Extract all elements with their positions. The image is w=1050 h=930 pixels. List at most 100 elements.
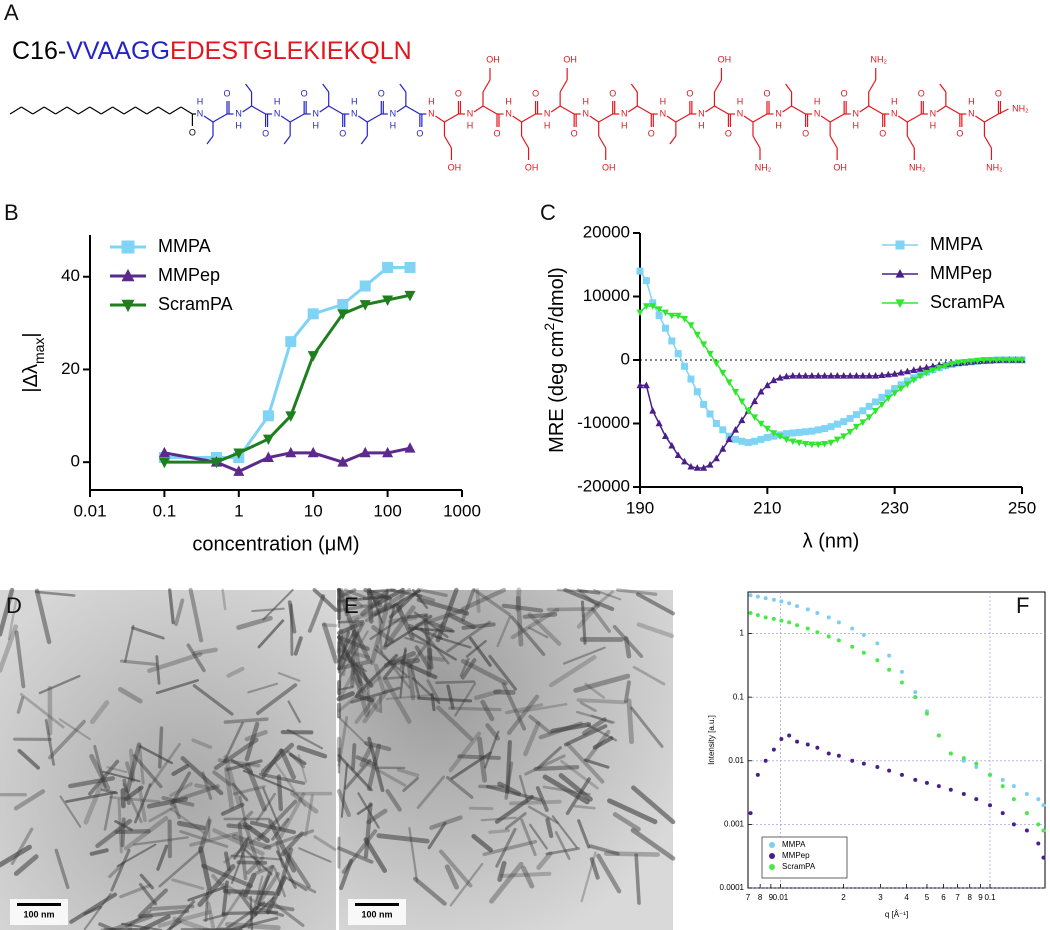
marker bbox=[795, 372, 803, 379]
marker bbox=[782, 436, 790, 444]
marker bbox=[840, 372, 848, 379]
fiber bbox=[254, 906, 285, 917]
marker bbox=[763, 381, 771, 389]
marker bbox=[1036, 797, 1041, 802]
fiber bbox=[495, 827, 517, 868]
fiber bbox=[485, 723, 501, 741]
fiber bbox=[631, 785, 676, 825]
marker bbox=[285, 446, 297, 458]
bond bbox=[405, 105, 421, 115]
y-tick-label: 0 bbox=[621, 349, 630, 368]
fiber bbox=[623, 680, 631, 704]
marker bbox=[782, 372, 790, 380]
fiber bbox=[400, 660, 438, 680]
fiber bbox=[230, 758, 253, 774]
fiber bbox=[139, 873, 155, 890]
marker bbox=[769, 853, 775, 859]
fiber bbox=[192, 647, 218, 656]
marker bbox=[897, 385, 905, 393]
marker bbox=[884, 389, 892, 397]
x-tick-label: 8 bbox=[967, 893, 972, 902]
marker bbox=[814, 372, 822, 379]
atom-label: N bbox=[968, 108, 975, 118]
fiber bbox=[337, 595, 387, 603]
fiber bbox=[48, 719, 86, 760]
marker bbox=[748, 611, 753, 616]
marker bbox=[787, 601, 792, 606]
marker bbox=[948, 361, 956, 368]
bond bbox=[112, 106, 125, 115]
series-line bbox=[164, 293, 411, 464]
fiber bbox=[460, 658, 477, 680]
marker bbox=[826, 634, 831, 639]
fiber bbox=[0, 844, 32, 868]
fiber bbox=[114, 829, 151, 835]
fiber bbox=[583, 758, 610, 769]
fiber bbox=[277, 672, 301, 682]
fiber bbox=[137, 888, 168, 918]
atom-label: N bbox=[852, 108, 859, 118]
bond bbox=[43, 106, 56, 115]
atom-label: OH bbox=[486, 54, 500, 64]
atom-label: H bbox=[505, 96, 512, 106]
bond bbox=[897, 115, 908, 123]
fiber bbox=[161, 796, 195, 807]
fiber bbox=[242, 769, 294, 793]
fiber bbox=[518, 702, 568, 714]
fiber bbox=[34, 590, 76, 597]
fiber bbox=[465, 639, 487, 658]
fiber bbox=[13, 789, 46, 811]
fiber bbox=[563, 724, 608, 747]
marker bbox=[262, 434, 274, 446]
fiber bbox=[501, 682, 527, 731]
fiber bbox=[65, 790, 117, 804]
legend-box bbox=[761, 836, 848, 879]
marker bbox=[782, 430, 790, 438]
marker bbox=[846, 414, 854, 422]
bond bbox=[180, 106, 193, 115]
scale-bar bbox=[355, 903, 399, 906]
fiber bbox=[501, 603, 544, 613]
atom-label: N bbox=[737, 108, 744, 118]
marker bbox=[636, 309, 644, 317]
fiber bbox=[125, 761, 135, 782]
marker bbox=[744, 408, 752, 415]
fiber bbox=[339, 588, 349, 617]
fiber bbox=[89, 753, 111, 791]
marker bbox=[233, 448, 245, 459]
fiber bbox=[483, 730, 500, 769]
fiber bbox=[255, 864, 275, 875]
fiber bbox=[337, 645, 356, 674]
series-line bbox=[164, 446, 411, 474]
atom-label: H bbox=[467, 120, 474, 130]
fiber bbox=[223, 754, 242, 807]
marker bbox=[875, 641, 880, 646]
marker bbox=[1000, 811, 1005, 816]
fiber bbox=[612, 812, 641, 832]
marker bbox=[795, 428, 803, 436]
atom-label: N bbox=[235, 108, 242, 118]
marker bbox=[887, 667, 892, 672]
fiber bbox=[434, 635, 472, 649]
tem-image bbox=[339, 590, 673, 930]
fiber bbox=[582, 717, 607, 736]
y-tick-label: 20 bbox=[61, 359, 80, 378]
y-tick-label: -10000 bbox=[577, 413, 630, 432]
panel-label: D bbox=[6, 593, 22, 618]
marker bbox=[655, 419, 663, 427]
fiber bbox=[520, 818, 537, 857]
fiber bbox=[298, 847, 332, 863]
fiber bbox=[472, 588, 512, 617]
fiber bbox=[593, 588, 622, 601]
fiber bbox=[343, 588, 366, 599]
marker bbox=[158, 452, 170, 464]
fiber bbox=[286, 876, 317, 894]
marker bbox=[887, 653, 892, 658]
fiber bbox=[251, 607, 285, 613]
fiber bbox=[128, 923, 133, 930]
fiber bbox=[446, 776, 474, 799]
bond bbox=[251, 105, 266, 115]
legend-label: MMPA bbox=[782, 840, 806, 849]
fiber bbox=[222, 882, 270, 911]
atom-label: N bbox=[814, 108, 821, 118]
